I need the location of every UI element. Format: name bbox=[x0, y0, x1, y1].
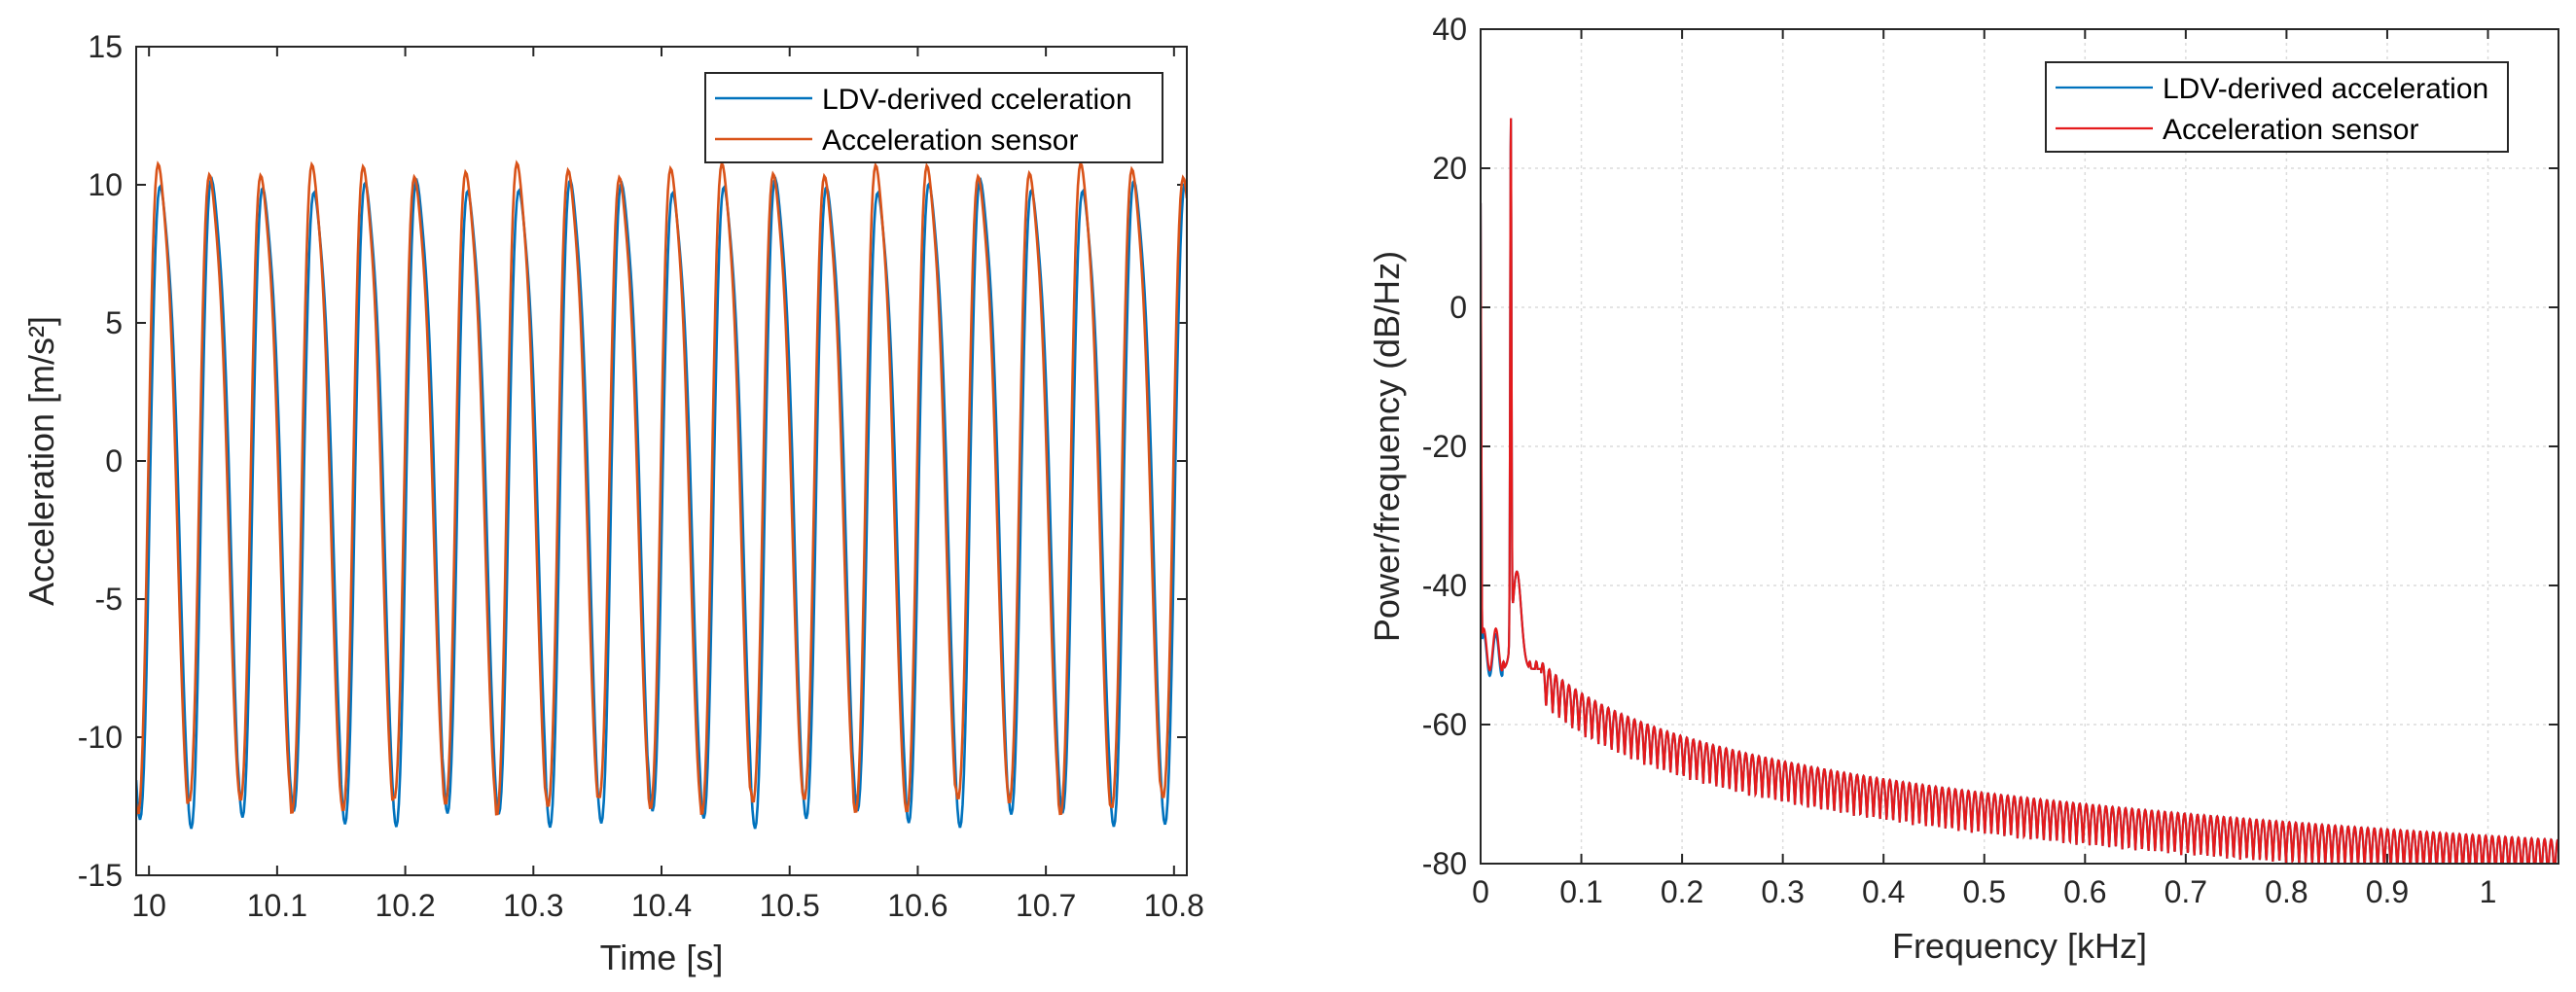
plot2-x-tick-label: 0.4 bbox=[1862, 874, 1905, 909]
plot1-x-tick-label: 10.7 bbox=[1016, 888, 1076, 923]
plot2-x-axis-label: Frequency [kHz] bbox=[1892, 926, 2147, 966]
frequency-domain-chart: 0 0.1 0.2 0.3 0.4 0.5 0.6 0.7 0.8 0.9 1 -80 -60 -40 -2… bbox=[1367, 12, 2559, 966]
plot2-y-tick-label: -40 bbox=[1422, 568, 1467, 603]
series-acceleration-sensor-line bbox=[136, 159, 1187, 816]
plot1-y-tick-label: 15 bbox=[88, 29, 123, 64]
plot2-frame bbox=[1480, 28, 2559, 865]
time-domain-chart: 10 10.1 10.2 10.3 10.4 10.5 10.6 10.7 10.8 -15 -10… bbox=[21, 29, 1204, 977]
plot1-series-group bbox=[136, 159, 1187, 830]
plot1-legend-box bbox=[704, 72, 1163, 163]
plot2-x-tick-label: 0.6 bbox=[2063, 874, 2106, 909]
plot1-y-tick-label: 10 bbox=[88, 167, 123, 202]
plot2-y-tick-label: -80 bbox=[1422, 846, 1467, 881]
plot2-y-tick-label: -20 bbox=[1422, 429, 1467, 464]
plot1-y-axis-label: Acceleration [m/s²] bbox=[21, 316, 61, 606]
plot2-y-tick-label: -60 bbox=[1422, 707, 1467, 742]
plot2-x-tick-label: 1 bbox=[2480, 874, 2497, 909]
plot1-x-tick-label: 10.4 bbox=[631, 888, 692, 923]
plot2-x-tick-label: 0.7 bbox=[2165, 874, 2207, 909]
series-acceleration-sensor-spectrum bbox=[1481, 118, 2558, 864]
plot2-x-tick-label: 0 bbox=[1472, 874, 1489, 909]
plot1-x-axis-label: Time [s] bbox=[600, 938, 724, 977]
plot2-x-tick-label: 0.1 bbox=[1559, 874, 1602, 909]
plot1-frame bbox=[135, 46, 1188, 876]
plot2-x-tick-label: 0.2 bbox=[1661, 874, 1703, 909]
plot2-x-tick-label: 0.5 bbox=[1963, 874, 2006, 909]
plot2-legend-box bbox=[2045, 61, 2509, 153]
plot1-x-tick-label: 10.6 bbox=[887, 888, 948, 923]
plot1-legend: LDV-derived cceleration Acceleration sen… bbox=[704, 72, 1163, 163]
legend-label-acceleration-sensor: Acceleration sensor bbox=[822, 124, 1078, 157]
plot1-x-tick-label: 10 bbox=[131, 888, 166, 923]
plot2-legend: LDV-derived acceleration Acceleration se… bbox=[2045, 61, 2509, 153]
plot1-y-tick-label: -10 bbox=[78, 720, 123, 755]
plot1-x-tick-label: 10.8 bbox=[1144, 888, 1204, 923]
plot1-x-tick-label: 10.3 bbox=[503, 888, 563, 923]
plot2-y-tick-label: 40 bbox=[1432, 12, 1467, 47]
legend-label-ldv-derived-acceleration: LDV-derived cceleration bbox=[822, 84, 1132, 116]
legend-label-acceleration-sensor: Acceleration sensor bbox=[2163, 114, 2418, 146]
plot2-x-tick-label: 0.9 bbox=[2366, 874, 2409, 909]
plot1-x-tick-label: 10.2 bbox=[375, 888, 435, 923]
plot2-y-tick-label: 0 bbox=[1449, 290, 1467, 325]
plot2-ticks: 0 0.1 0.2 0.3 0.4 0.5 0.6 0.7 0.8 0.9 1 -80 -60 -40 -2… bbox=[1422, 12, 2558, 909]
plot1-y-tick-label: 0 bbox=[105, 443, 123, 478]
plot1-y-tick-label: 5 bbox=[105, 305, 123, 340]
plot1-x-tick-label: 10.1 bbox=[247, 888, 307, 923]
plot2-y-axis-label: Power/frequency (dB/Hz) bbox=[1367, 251, 1407, 642]
plot2-x-tick-label: 0.8 bbox=[2265, 874, 2308, 909]
plot1-y-tick-label: -15 bbox=[78, 858, 123, 893]
series-ldv-derived-acceleration-line bbox=[136, 176, 1187, 830]
legend-label-ldv-derived-acceleration: LDV-derived acceleration bbox=[2163, 73, 2488, 105]
plot2-y-tick-label: 20 bbox=[1432, 151, 1467, 186]
plot2-x-tick-label: 0.3 bbox=[1761, 874, 1804, 909]
plot1-x-tick-label: 10.5 bbox=[760, 888, 820, 923]
plot1-ticks: 10 10.1 10.2 10.3 10.4 10.5 10.6 10.7 10.8 -15 -10… bbox=[78, 29, 1204, 923]
plot2-series-group bbox=[1481, 118, 2558, 864]
plot1-y-tick-label: -5 bbox=[95, 582, 123, 617]
